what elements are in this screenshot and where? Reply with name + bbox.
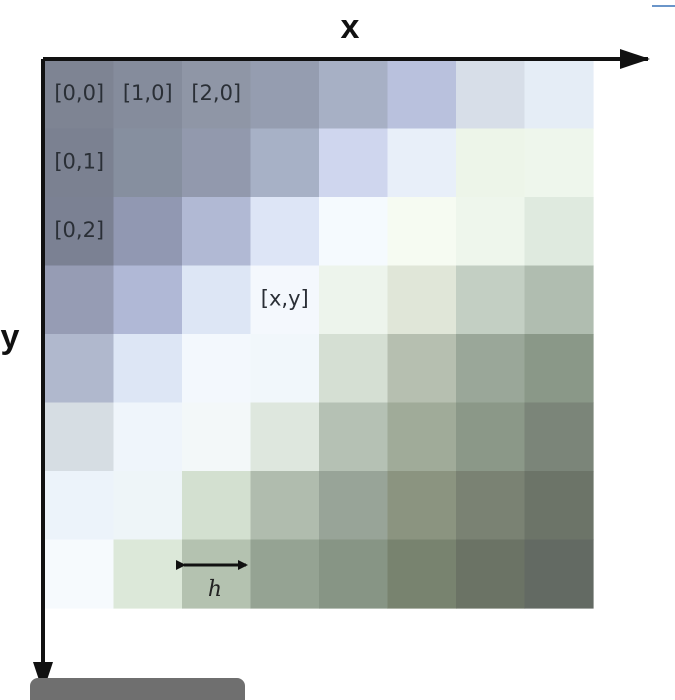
- window-edge-stripe: [652, 5, 675, 7]
- pixel-cell: [387, 128, 457, 198]
- pixel-cell: [456, 334, 526, 404]
- pixel-cell: [387, 471, 457, 541]
- pixel-cell: [182, 197, 252, 267]
- pixel-cell: [319, 334, 389, 404]
- pixel-cell: [456, 128, 526, 198]
- pixel-cell: [387, 265, 457, 335]
- pixel-cell: [319, 60, 389, 130]
- x-axis-title: x: [341, 8, 360, 46]
- pixel-cell: [319, 265, 389, 335]
- pixel-cell: [250, 197, 320, 267]
- pixel-cell: [456, 471, 526, 541]
- pixel-cell: [250, 334, 320, 404]
- pixel-cell: [250, 128, 320, 198]
- pixel-cell: [113, 197, 183, 267]
- pixel-cell: [387, 60, 457, 130]
- pixel-cell: [182, 334, 252, 404]
- pixel-cell: [387, 334, 457, 404]
- pixel-cell: [182, 60, 252, 130]
- pixel-cell: [182, 539, 252, 609]
- pixel-coordinate-label: [x,y]: [261, 287, 309, 311]
- pixel-cell: [113, 402, 183, 472]
- pixel-cell: [524, 334, 594, 404]
- pixel-cell: [319, 471, 389, 541]
- pixel-cell: [524, 128, 594, 198]
- pixel-cell: [182, 471, 252, 541]
- pixel-cell: [45, 60, 115, 130]
- pixel-cell: [250, 471, 320, 541]
- pixel-cell: [524, 539, 594, 609]
- pixel-coordinate-label: [0,2]: [54, 218, 104, 242]
- pixel-cell: [319, 539, 389, 609]
- pixel-cell: [45, 402, 115, 472]
- pixel-coordinate-labels: [0,0] [1,0] [2,0] [0,1] [0,2] [x,y]: [54, 81, 308, 311]
- pixel-cell: [45, 197, 115, 267]
- spacing-indicator: h: [176, 560, 248, 602]
- pixel-coordinate-label: [2,0]: [191, 81, 241, 105]
- pixel-cell: [45, 265, 115, 335]
- pixel-cell: [387, 539, 457, 609]
- pixel-cell: [113, 539, 183, 609]
- y-axis-title: y: [1, 318, 20, 356]
- bottom-tab: [30, 678, 245, 700]
- pixel-cell: [387, 402, 457, 472]
- pixel-cell: [45, 128, 115, 198]
- pixel-cell: [524, 197, 594, 267]
- pixel-cell: [182, 402, 252, 472]
- pixel-cell: [524, 60, 594, 130]
- pixel-cell: [456, 402, 526, 472]
- pixel-coordinate-label: [0,1]: [54, 150, 104, 174]
- pixel-cell: [524, 402, 594, 472]
- pixel-coordinate-label: [0,0]: [54, 81, 104, 105]
- pixel-cell: [524, 471, 594, 541]
- pixel-cell: [456, 60, 526, 130]
- pixel-cell: [456, 265, 526, 335]
- pixel-cell: [456, 197, 526, 267]
- pixel-cell: [319, 128, 389, 198]
- pixel-cell: [45, 539, 115, 609]
- pixel-cells: [45, 60, 594, 609]
- pixel-cell: [113, 128, 183, 198]
- x-axis: x: [43, 8, 650, 69]
- pixel-cell: [250, 402, 320, 472]
- pixel-coordinate-label: [1,0]: [123, 81, 173, 105]
- pixel-cell: [45, 471, 115, 541]
- pixel-cell: [387, 197, 457, 267]
- pixel-cell: [250, 539, 320, 609]
- pixel-cell: [250, 60, 320, 130]
- pixel-cell: [182, 265, 252, 335]
- spacing-label: h: [208, 577, 222, 602]
- pixel-cell: [319, 197, 389, 267]
- pixel-cell: [524, 265, 594, 335]
- pixel-cell: [113, 265, 183, 335]
- pixel-cell: [319, 402, 389, 472]
- pixel-cell: [250, 265, 320, 335]
- pixel-cell: [45, 334, 115, 404]
- pixel-cell: [113, 334, 183, 404]
- pixel-cell: [113, 60, 183, 130]
- y-axis: y: [1, 59, 53, 692]
- pixel-cell: [182, 128, 252, 198]
- pixel-cell: [456, 539, 526, 609]
- pixel-cell: [113, 471, 183, 541]
